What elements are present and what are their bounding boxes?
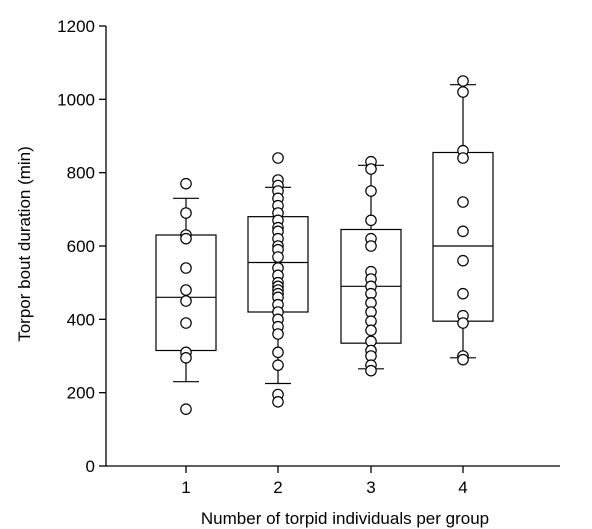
data-point [180,207,192,219]
y-tick-label: 0 [86,457,95,476]
data-point [272,328,284,340]
data-point [457,225,469,238]
data-point [272,152,284,164]
y-axis-label: Torpor bout duration (min) [15,146,34,342]
data-point [365,324,377,337]
box-group-4 [432,75,494,366]
data-point [365,214,377,227]
x-axis: 1 2 3 4 [106,465,560,497]
data-point [272,346,284,359]
data-point [180,262,192,274]
data-point [272,396,284,408]
y-axis: 0 200 400 600 800 1000 1200 [57,17,107,476]
data-point [365,364,377,377]
data-point [365,163,377,175]
data-point [457,75,469,87]
y-tick-label: 1000 [57,90,95,109]
x-tick-label: 1 [181,478,190,497]
box-group-1 [155,177,217,415]
data-point [457,254,469,267]
data-point [457,353,469,366]
data-point [180,232,192,245]
y-tick-label: 800 [67,164,95,183]
data-point [180,177,192,190]
data-point [457,287,469,300]
data-point [272,359,284,371]
data-point [457,152,469,164]
data-point [180,284,192,296]
x-tick-label: 4 [458,478,467,497]
box-group-3 [340,155,402,377]
data-point [457,86,469,98]
data-point [180,403,192,415]
y-tick-label: 200 [67,384,95,403]
data-point [272,251,284,263]
data-point [180,352,192,364]
data-point [180,295,192,307]
data-point [180,317,192,329]
data-point [457,196,469,208]
y-tick-label: 600 [67,237,95,256]
data-point [365,185,377,197]
y-tick-label: 400 [67,310,95,329]
box-group-2 [247,152,309,408]
boxes [155,75,494,415]
y-tick-label: 1200 [57,17,95,36]
data-point [365,240,377,252]
data-point [457,317,469,329]
x-axis-label: Number of torpid individuals per group [201,509,489,528]
x-tick-label: 3 [366,478,375,497]
x-tick-label: 2 [273,478,282,497]
